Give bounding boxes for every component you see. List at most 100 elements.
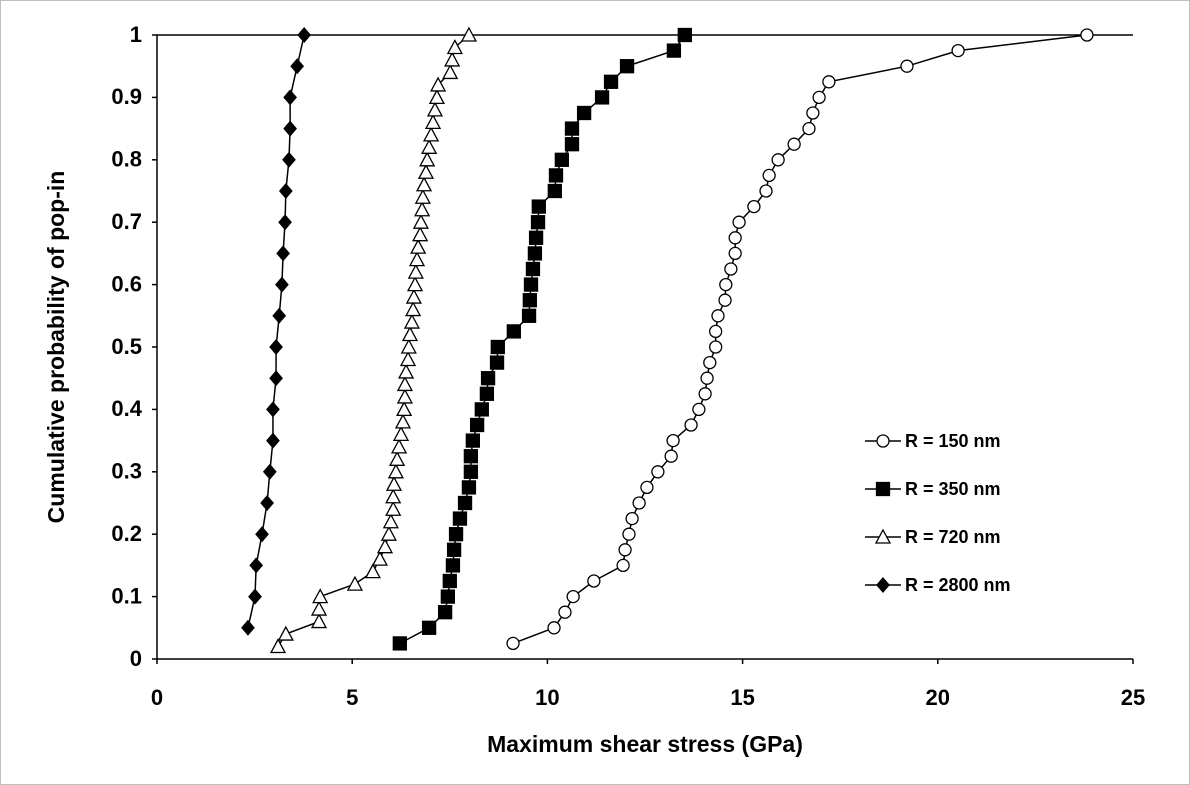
data-point (310, 600, 328, 616)
data-point (700, 371, 714, 385)
y-tick-label: 0.7 (111, 209, 142, 234)
data-point (446, 542, 462, 557)
data-point (619, 59, 635, 74)
series-line (512, 34, 1088, 645)
legend-label: R = 720 nm (905, 527, 1001, 547)
data-point (632, 496, 646, 510)
legend-marker (875, 481, 891, 497)
data-point (812, 90, 826, 105)
data-point (249, 557, 264, 574)
data-point (278, 183, 293, 199)
y-tick-label: 0.6 (111, 271, 142, 296)
legend-marker (876, 434, 890, 448)
data-point (396, 376, 413, 392)
data-point (278, 214, 292, 231)
data-point (506, 636, 520, 651)
data-point (380, 525, 397, 541)
data-point (385, 500, 402, 516)
data-point (703, 355, 717, 370)
data-point (564, 121, 580, 136)
data-point (442, 573, 457, 589)
data-point (479, 386, 495, 401)
data-point (711, 309, 725, 323)
data-point (275, 276, 289, 293)
y-tick-label: 0 (130, 646, 142, 671)
data-point (401, 326, 419, 342)
data-point (576, 105, 592, 121)
data-point (421, 620, 437, 635)
x-tick-label: 25 (1121, 685, 1145, 710)
data-point (392, 425, 410, 442)
y-tick-label: 0.4 (111, 396, 142, 421)
data-point (260, 495, 274, 511)
data-point (677, 27, 692, 43)
data-point (787, 137, 801, 151)
y-tick-label: 0.9 (111, 84, 142, 109)
data-point (640, 480, 654, 495)
legend-label: R = 150 nm (905, 431, 1001, 451)
data-point (422, 126, 440, 142)
data-point (718, 293, 732, 307)
data-point (548, 168, 564, 183)
data-point (448, 527, 464, 542)
data-point (587, 574, 601, 588)
data-point (283, 120, 297, 137)
data-point (382, 513, 399, 529)
data-point (385, 488, 402, 504)
data-point (732, 215, 746, 229)
y-tick-label: 0.3 (111, 459, 142, 484)
data-point (396, 388, 413, 404)
data-point (1080, 28, 1094, 42)
data-point (728, 246, 742, 261)
data-point (277, 625, 294, 641)
x-tick-label: 10 (535, 685, 559, 710)
data-point (405, 288, 422, 304)
data-point (241, 619, 255, 636)
data-point (558, 605, 572, 619)
legend-label: R = 350 nm (905, 479, 1001, 499)
data-point (272, 307, 287, 324)
data-point (900, 59, 914, 73)
data-point (364, 563, 381, 579)
data-point (262, 463, 277, 480)
data-point (465, 433, 480, 448)
data-point (692, 402, 706, 417)
data-point (297, 27, 312, 43)
data-point (442, 64, 459, 80)
data-point (417, 163, 435, 179)
data-point (269, 370, 283, 387)
data-point (415, 176, 433, 192)
data-point (698, 387, 712, 401)
data-point (421, 138, 438, 154)
data-point (469, 417, 485, 433)
data-point (554, 152, 569, 167)
y-axis-title: Cumulative probability of pop-in (43, 171, 69, 524)
data-point (400, 338, 417, 354)
data-point (709, 324, 723, 339)
data-point (457, 495, 473, 511)
x-axis-title: Maximum shear stress (GPa) (487, 731, 803, 757)
data-point (445, 558, 461, 573)
x-tick-label: 5 (346, 685, 358, 710)
data-point (269, 638, 287, 654)
data-point (410, 238, 427, 254)
data-point (426, 101, 444, 117)
data-point (747, 199, 761, 214)
data-point (440, 589, 455, 604)
data-point (389, 450, 406, 466)
data-point (397, 363, 415, 379)
data-point (522, 293, 537, 308)
data-point (255, 526, 269, 543)
data-point (446, 39, 463, 55)
legend-marker (876, 577, 890, 593)
data-point (266, 401, 280, 418)
data-point (419, 151, 436, 167)
data-point (460, 26, 478, 42)
data-point (771, 153, 785, 167)
data-point (399, 351, 417, 367)
data-point (444, 51, 461, 67)
data-point (666, 433, 680, 448)
data-point (403, 313, 421, 329)
data-point (412, 213, 429, 229)
